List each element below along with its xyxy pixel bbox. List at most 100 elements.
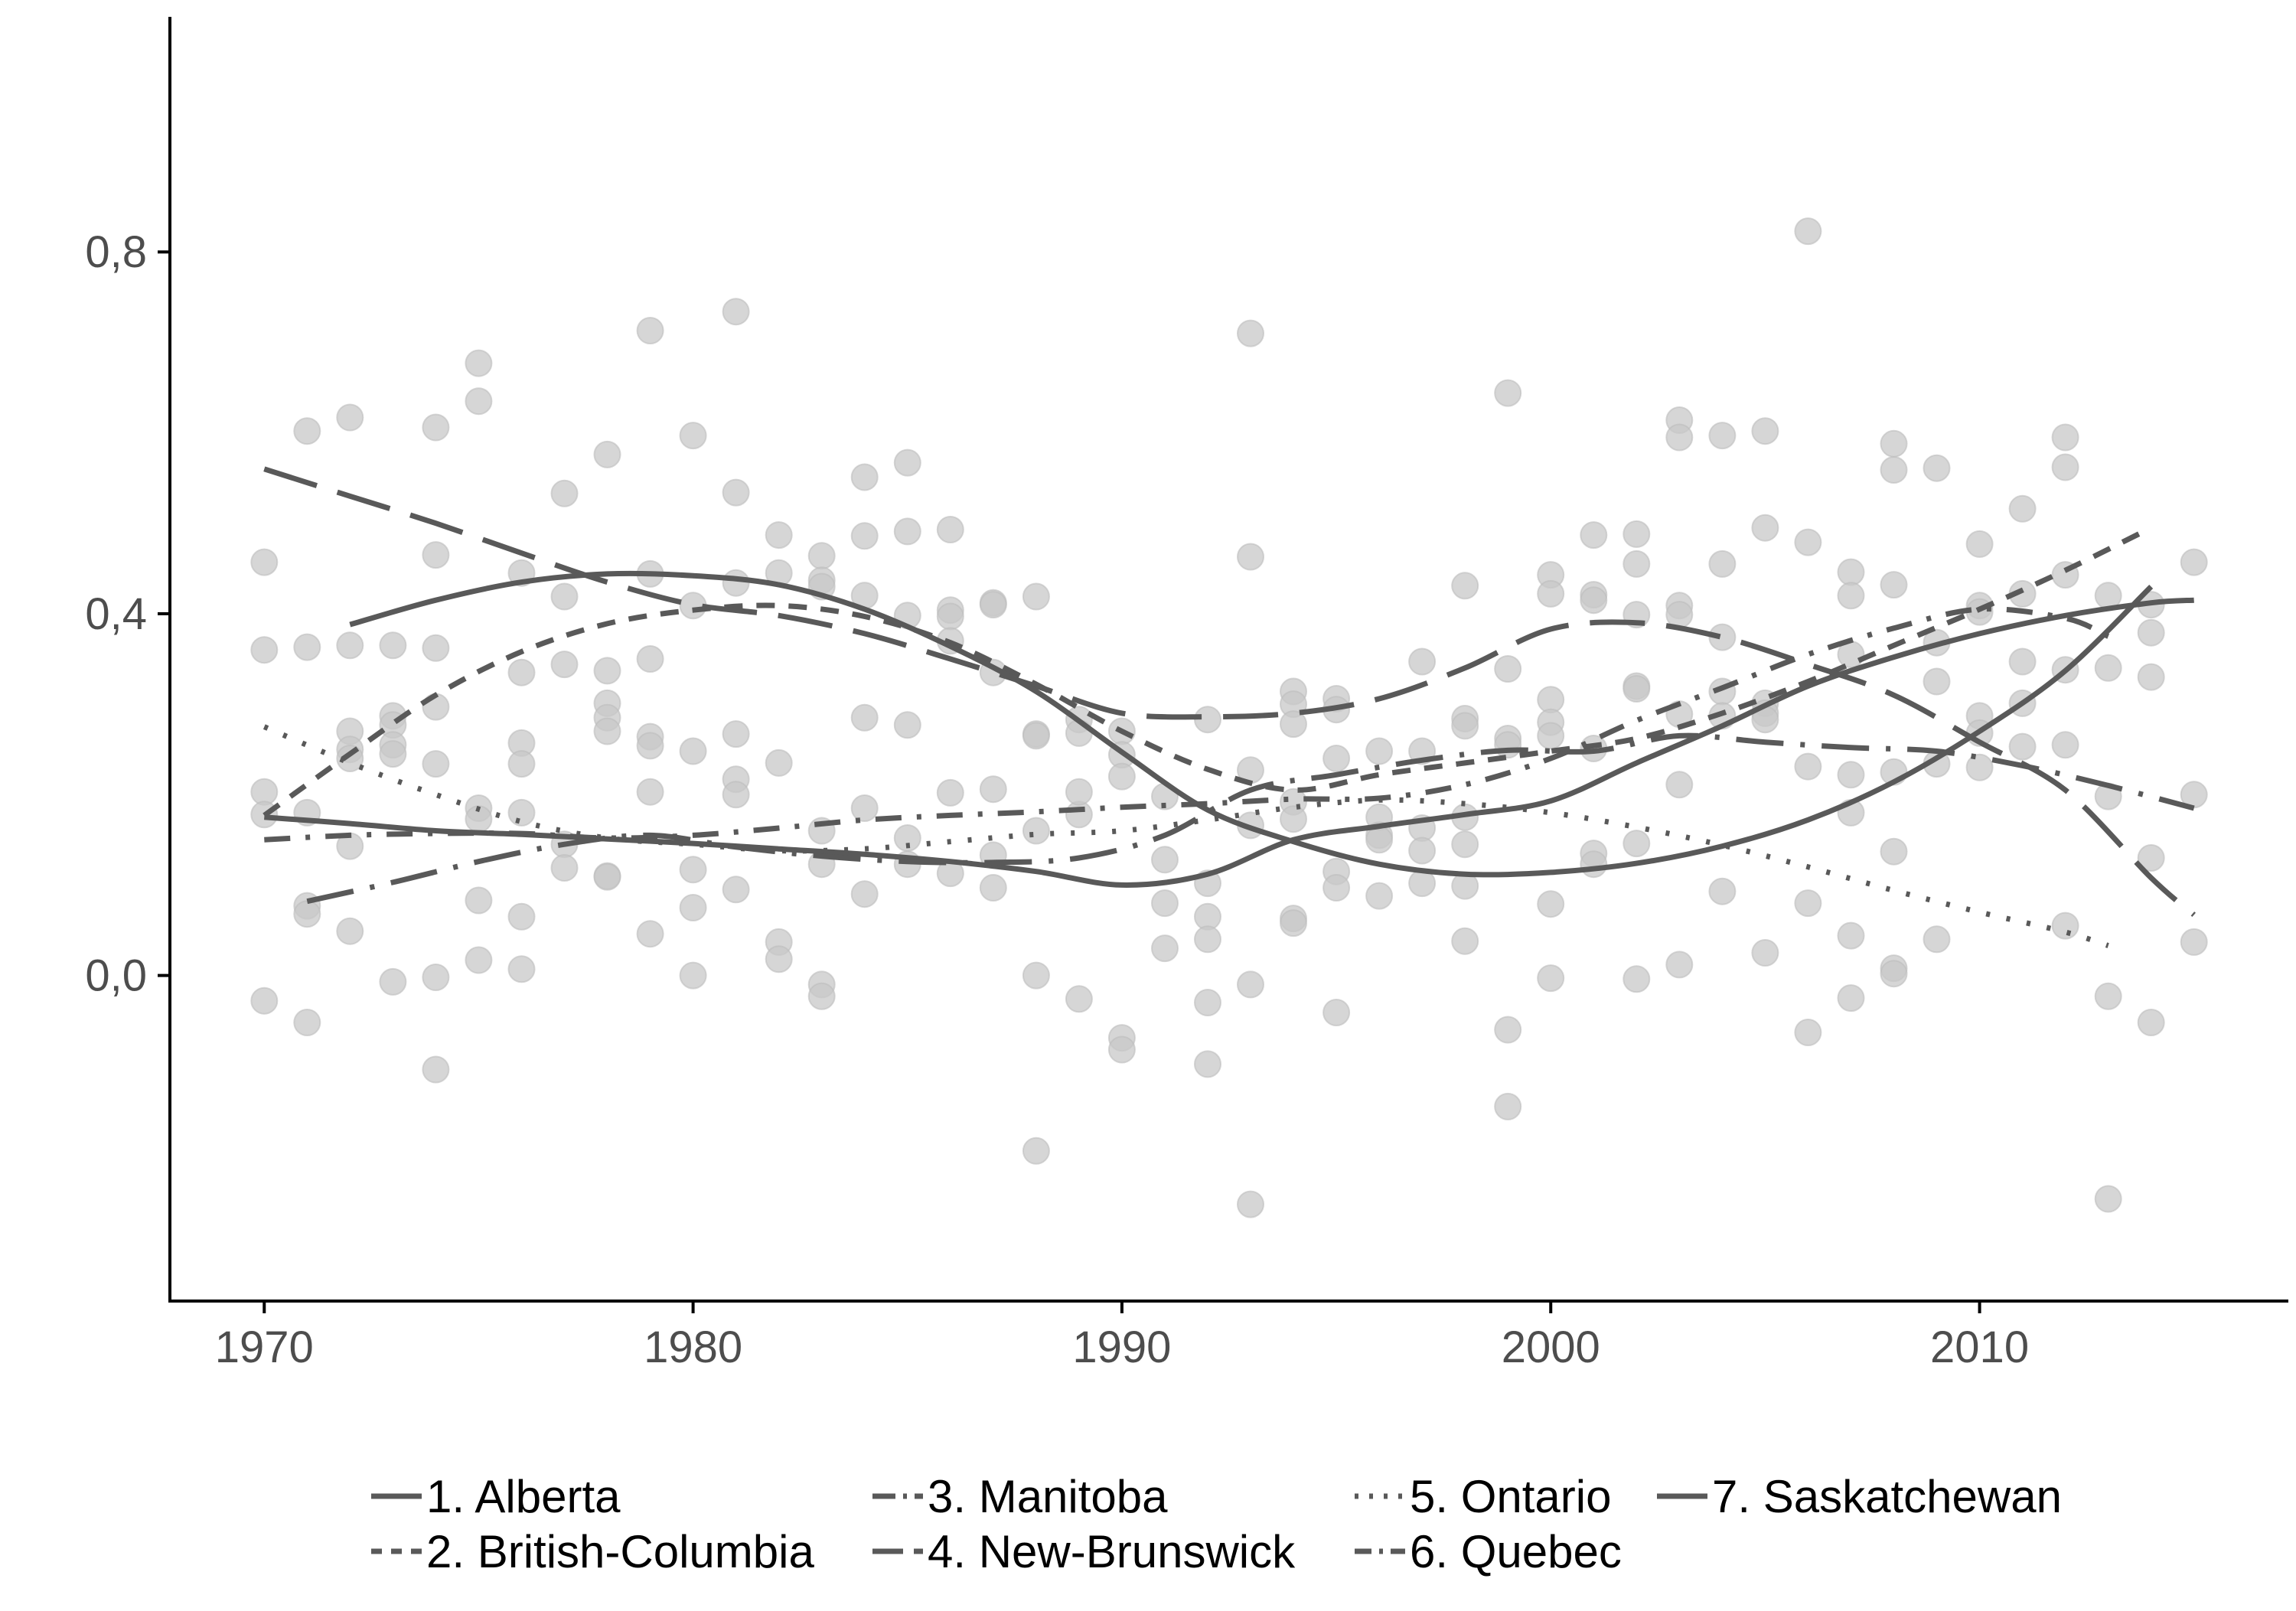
- scatter-point: [765, 521, 793, 550]
- scatter-point: [422, 964, 450, 991]
- scatter-point: [1623, 965, 1651, 993]
- scatter-points-layer: [250, 217, 2208, 1218]
- scatter-point: [507, 798, 536, 827]
- scatter-point: [1494, 1092, 1522, 1120]
- scatter-point: [679, 737, 707, 765]
- scatter-point: [422, 541, 450, 569]
- scatter-point: [593, 440, 621, 468]
- scatter-point: [550, 854, 579, 882]
- scatter-point: [1322, 874, 1351, 902]
- scatter-point: [1794, 1019, 1822, 1046]
- scatter-point: [1451, 572, 1479, 600]
- scatter-point: [1151, 889, 1179, 918]
- scatter-point: [2051, 423, 2079, 452]
- scatter-point: [850, 463, 879, 491]
- scatter-point: [293, 417, 321, 445]
- x-tick-label: 1980: [644, 1322, 742, 1372]
- scatter-point: [250, 548, 279, 576]
- scatter-point: [1880, 571, 1908, 599]
- scatter-point: [293, 1009, 321, 1036]
- scatter-point: [1022, 722, 1050, 750]
- scatter-point: [1365, 826, 1394, 854]
- scatter-point: [2008, 494, 2037, 523]
- scatter-point: [1151, 846, 1179, 874]
- scatter-point: [550, 479, 579, 507]
- legend-label: 5. Ontario: [1410, 1471, 1611, 1522]
- scatter-point: [1237, 1190, 1264, 1218]
- scatter-point: [722, 478, 750, 507]
- scatter-point: [507, 750, 536, 778]
- scatter-point: [2180, 928, 2208, 956]
- scatter-point: [893, 448, 921, 477]
- scatter-point: [2051, 911, 2079, 940]
- scatter-point: [2137, 844, 2165, 872]
- scatter-point: [1965, 753, 1994, 781]
- scatter-point: [679, 422, 707, 450]
- scatter-point: [507, 955, 536, 983]
- scatter-point: [1365, 737, 1394, 765]
- trend-lines-layer: [263, 466, 2196, 948]
- scatter-point: [2051, 453, 2079, 481]
- scatter-point: [2137, 1009, 2165, 1036]
- scatter-point: [1537, 579, 1565, 608]
- scatter-point: [1322, 745, 1351, 772]
- scatter-point: [1623, 520, 1651, 548]
- scatter-point: [422, 634, 450, 662]
- scatter-point: [1923, 925, 1951, 954]
- scatter-point: [1065, 985, 1093, 1013]
- scatter-point: [722, 569, 750, 597]
- scatter-point: [1494, 1016, 1522, 1044]
- scatter-point: [1880, 429, 1908, 458]
- scatter-point: [722, 781, 750, 809]
- scatter-point: [722, 298, 750, 326]
- scatter-point: [679, 961, 707, 990]
- scatter-point: [1194, 1050, 1221, 1078]
- scatter-point: [765, 748, 793, 777]
- scatter-point: [1451, 830, 1479, 859]
- legend-item: 3. Manitoba: [872, 1471, 1168, 1522]
- legend-label: 3. Manitoba: [928, 1471, 1168, 1522]
- scatter-point: [465, 946, 493, 974]
- scatter-point: [1837, 761, 1865, 789]
- scatter-point: [2008, 732, 2037, 761]
- scatter-point: [1237, 970, 1264, 999]
- scatter-point: [1408, 647, 1437, 676]
- scatter-point: [1751, 939, 1779, 967]
- scatter-point: [1022, 961, 1050, 990]
- scatter-point: [1708, 623, 1737, 651]
- series-line-6: [264, 606, 2110, 843]
- scatter-point: [250, 986, 279, 1015]
- legend-item: 6. Quebec: [1355, 1526, 1622, 1577]
- scatter-point: [679, 894, 707, 921]
- scatter-point: [250, 636, 279, 664]
- scatter-point: [1322, 999, 1351, 1026]
- scatter-point: [1837, 582, 1865, 610]
- scatter-point: [336, 403, 364, 432]
- scatter-point: [293, 633, 321, 661]
- scatter-point: [1280, 805, 1307, 833]
- scatter-point: [550, 651, 579, 679]
- x-tick-label: 2010: [1930, 1322, 2029, 1372]
- x-tick-label: 2000: [1502, 1322, 1600, 1372]
- scatter-point: [1494, 655, 1522, 683]
- scatter-point: [1580, 586, 1608, 615]
- scatter-point: [1537, 722, 1565, 750]
- scatter-point: [465, 886, 493, 915]
- scatter-point: [1451, 927, 1479, 955]
- scatter-point: [422, 750, 450, 778]
- scatter-point: [2051, 731, 2079, 759]
- legend-item: 4. New-Brunswick: [872, 1526, 1296, 1577]
- scatter-point: [465, 349, 493, 377]
- scatter-point: [593, 863, 621, 891]
- scatter-point: [1880, 837, 1908, 866]
- scatter-point: [1794, 889, 1822, 918]
- scatter-point: [850, 703, 879, 732]
- series-line-4: [263, 466, 2196, 918]
- scatter-point: [1580, 521, 1608, 550]
- series-line-3: [306, 732, 2195, 905]
- scatter-point: [1923, 667, 1951, 696]
- scatter-point: [1494, 379, 1522, 407]
- scatter-point: [379, 631, 407, 660]
- scatter-point: [1237, 319, 1264, 347]
- scatter-point: [1194, 925, 1221, 954]
